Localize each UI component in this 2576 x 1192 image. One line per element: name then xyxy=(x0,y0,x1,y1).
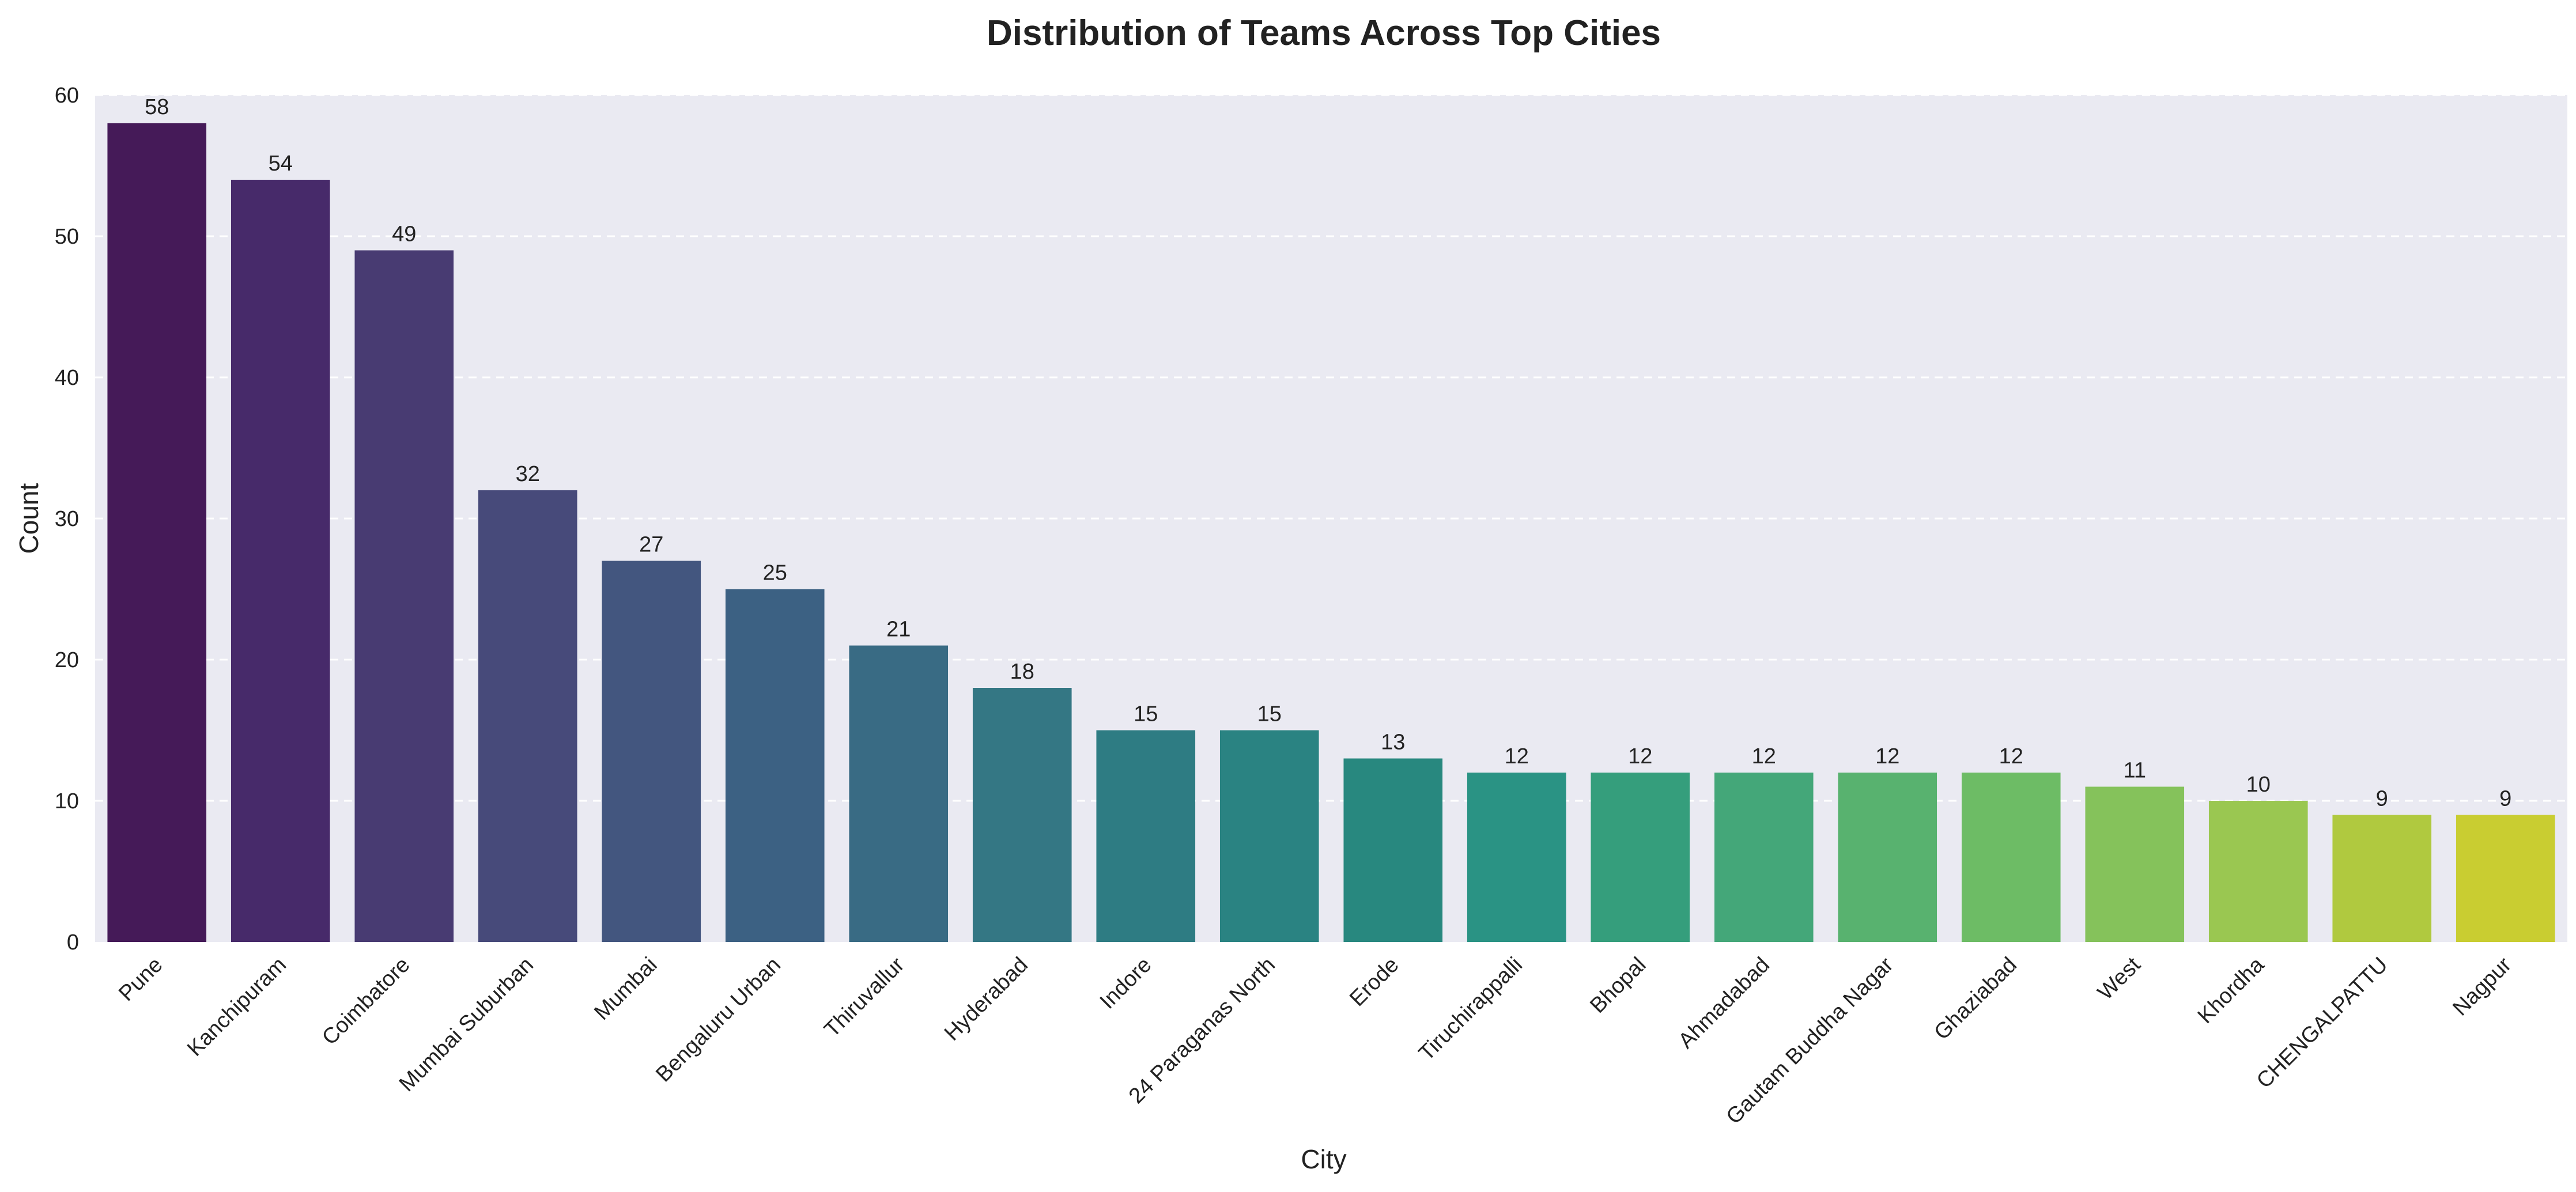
x-tick-label: Thiruvallur xyxy=(819,952,909,1042)
x-tick-label: Ghaziabad xyxy=(1929,953,2022,1045)
bar-value-label: 9 xyxy=(2499,787,2511,811)
bar-value-label: 12 xyxy=(1505,744,1529,769)
bar-value-label: 21 xyxy=(886,618,911,642)
bar xyxy=(354,250,454,942)
chart-title: Distribution of Teams Across Top Cities xyxy=(987,13,1661,53)
bar xyxy=(107,123,207,942)
bar xyxy=(1838,773,1937,942)
y-tick-label: 0 xyxy=(67,930,79,955)
x-tick-label: Nagpur xyxy=(2448,952,2516,1020)
x-tick-label: Indore xyxy=(1096,953,1157,1014)
bar xyxy=(2085,786,2185,942)
x-tick-label: Pune xyxy=(114,953,167,1006)
bar-value-label: 9 xyxy=(2376,787,2388,811)
bar-value-label: 54 xyxy=(269,152,293,176)
bar xyxy=(1467,773,1566,942)
x-tick-label: Tiruchirappalli xyxy=(1414,953,1527,1066)
x-tick-label: Bhopal xyxy=(1585,953,1650,1018)
bar-value-label: 49 xyxy=(392,222,416,247)
bar-value-label: 32 xyxy=(516,462,540,486)
bar-value-label: 18 xyxy=(1010,660,1034,684)
data-labels-group: 58 54 49 32 27 25 21 18 15 15 13 12 12 12 12 12 11 10 9 9 xyxy=(145,95,2511,811)
bar xyxy=(1591,773,1690,942)
bar-value-label: 12 xyxy=(1875,744,1899,769)
y-axis-label: Count xyxy=(14,483,44,554)
x-tick-label: Bengaluru Urban xyxy=(651,953,785,1087)
x-tick-label: Mumbai Suburban xyxy=(395,953,538,1096)
bar-value-label: 13 xyxy=(1381,731,1405,755)
x-tick-label: Hyderabad xyxy=(940,953,1033,1046)
x-tick-label: Ahmadabad xyxy=(1674,953,1775,1054)
y-tick-label: 10 xyxy=(55,789,79,813)
x-tick-label: Erode xyxy=(1345,953,1403,1011)
bar xyxy=(2332,815,2432,942)
y-tick-label: 20 xyxy=(55,648,79,672)
bar-value-label: 27 xyxy=(639,533,663,557)
bar xyxy=(2456,815,2555,942)
bar-value-label: 15 xyxy=(1257,702,1282,726)
bar-value-label: 25 xyxy=(763,561,787,585)
bar xyxy=(1961,773,2061,942)
y-axis-ticks: 0 10 20 30 40 50 60 xyxy=(55,84,79,955)
bar xyxy=(478,490,577,942)
x-tick-label: Coimbatore xyxy=(318,953,415,1050)
y-tick-label: 40 xyxy=(55,366,79,390)
bar-value-label: 10 xyxy=(2246,773,2271,797)
bar xyxy=(1343,758,1443,942)
bar-value-label: 15 xyxy=(1134,702,1158,726)
bar-value-label: 12 xyxy=(1752,744,1776,769)
bar xyxy=(1096,730,1196,942)
x-tick-label: Kanchipuram xyxy=(183,953,291,1061)
bar-value-label: 12 xyxy=(1999,744,2023,769)
bar xyxy=(725,589,825,942)
grid-lines xyxy=(95,94,2567,802)
y-tick-label: 50 xyxy=(55,225,79,249)
bar xyxy=(2208,801,2308,942)
x-tick-label: Mumbai xyxy=(590,953,662,1025)
y-tick-label: 60 xyxy=(55,84,79,108)
bar xyxy=(231,180,330,942)
x-tick-label: West xyxy=(2093,952,2146,1005)
bar xyxy=(1219,730,1319,942)
bar-value-label: 11 xyxy=(2124,759,2146,783)
bars-group xyxy=(107,123,2555,942)
bar xyxy=(972,688,1072,942)
bar-value-label: 12 xyxy=(1628,744,1652,769)
bar xyxy=(849,645,949,942)
x-tick-label: Khordha xyxy=(2193,952,2269,1028)
bar-value-label: 58 xyxy=(145,95,169,119)
y-tick-label: 30 xyxy=(55,507,79,531)
x-axis-label: City xyxy=(1301,1144,1346,1174)
x-tick-label: CHENGALPATTU xyxy=(2252,953,2393,1093)
bar xyxy=(1714,773,1814,942)
bar xyxy=(602,561,701,942)
